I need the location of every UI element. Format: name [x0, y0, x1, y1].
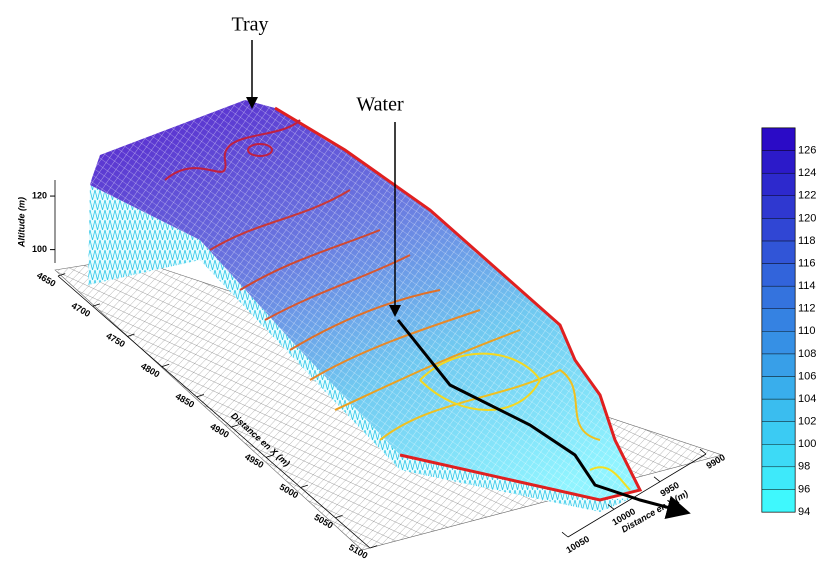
colorbar-band: [762, 128, 795, 151]
colorbar-label: 118: [798, 235, 816, 247]
colorbar-band: [762, 173, 795, 196]
colorbar-label: 108: [798, 348, 816, 360]
colorbar-label: 126: [798, 144, 816, 156]
colorbar-band: [762, 376, 795, 399]
colorbar-band: [762, 309, 795, 332]
tick-label: 4650: [35, 270, 57, 289]
colorbar-label: 104: [798, 393, 816, 405]
colorbar-label: 98: [798, 461, 810, 473]
colorbar-band: [762, 331, 795, 354]
tick-label: 100: [32, 244, 47, 254]
z-axis-label: Altitude (m): [16, 197, 26, 248]
colorbar-band: [762, 286, 795, 309]
colorbar-band: [762, 354, 795, 377]
colorbar-label: 110: [798, 325, 816, 337]
annotation: Water: [356, 94, 404, 116]
tick-label: 120: [32, 190, 47, 200]
colorbar-band: [762, 196, 795, 219]
colorbar-label: 94: [798, 506, 810, 518]
colorbar-label: 120: [798, 212, 816, 224]
colorbar-label: 106: [798, 370, 816, 382]
colorbar-label: 116: [798, 257, 816, 269]
colorbar-label: 112: [798, 303, 816, 315]
colorbar-band: [762, 218, 795, 241]
chart: Tray Water Altitude (m) Distance en X (m…: [0, 0, 821, 563]
annotation: Tray: [231, 14, 268, 36]
colorbar-band: [762, 399, 795, 422]
colorbar-band: [762, 151, 795, 174]
colorbar-band: [762, 264, 795, 287]
colorbar-label: 102: [798, 416, 816, 428]
colorbar-label: 100: [798, 438, 816, 450]
surface-plot: [55, 100, 722, 550]
colorbar-band: [762, 489, 795, 512]
colorbar-label: 96: [798, 483, 810, 495]
tick-mark: [562, 532, 568, 537]
colorbar-band: [762, 467, 795, 490]
colorbar-band: [762, 444, 795, 467]
colorbar-band: [762, 241, 795, 264]
colorbar-band: [762, 422, 795, 445]
colorbar-label: 122: [798, 190, 816, 202]
colorbar-label: 124: [798, 167, 816, 179]
tick-mark: [654, 477, 660, 482]
colorbar-label: 114: [798, 280, 816, 292]
